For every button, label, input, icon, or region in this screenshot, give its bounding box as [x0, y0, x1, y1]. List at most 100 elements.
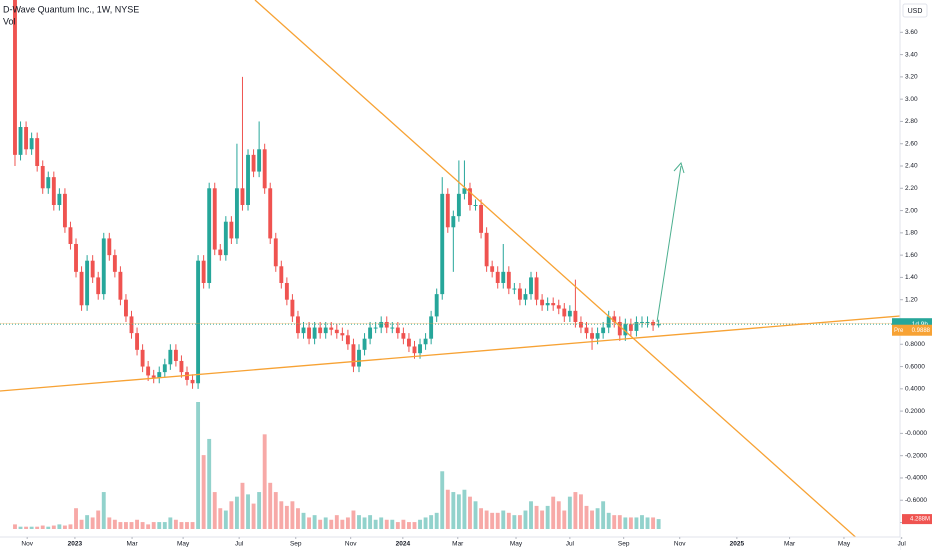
candle-body	[212, 188, 217, 250]
y-tick-label: 2.60	[905, 140, 918, 147]
candle-body	[495, 271, 500, 283]
candle-body	[517, 288, 522, 300]
candle-body	[234, 188, 239, 239]
volume-bar	[434, 512, 439, 529]
volume-bar	[29, 526, 34, 529]
candle-body	[251, 154, 256, 172]
candle-body	[523, 294, 528, 300]
candle-body	[129, 316, 134, 334]
x-tick-label: Mar	[784, 541, 796, 548]
volume-bar	[124, 522, 128, 529]
x-tick-label: Nov	[345, 541, 357, 548]
volume-bar	[74, 508, 78, 529]
candle-body	[373, 327, 378, 329]
candle-body	[85, 260, 90, 306]
candle-body	[79, 271, 84, 306]
candle-body	[390, 327, 395, 329]
volume-bar	[401, 519, 406, 529]
x-tick-label: Mar	[452, 541, 464, 548]
candle-body	[479, 204, 484, 233]
candle-body	[140, 349, 145, 367]
volume-bar	[85, 515, 90, 529]
candle-body	[301, 327, 306, 334]
resistance-trendline	[254, 0, 857, 537]
volume-bar	[135, 519, 139, 529]
volume-bar	[251, 503, 256, 529]
volume-bar	[345, 517, 350, 529]
candle-body	[362, 338, 367, 350]
candle-body	[268, 188, 273, 239]
candle-body	[240, 188, 245, 205]
candle-body	[579, 321, 583, 328]
volume-bar	[362, 517, 367, 529]
volume-bar	[323, 517, 328, 529]
candle-body	[351, 344, 356, 367]
candle-body	[173, 349, 178, 361]
volume-bar	[13, 524, 17, 529]
volume-bar	[617, 515, 622, 529]
volume-bar	[112, 519, 117, 529]
drawings	[0, 0, 900, 537]
candle-body	[357, 349, 361, 367]
pre-market-box	[892, 324, 932, 336]
volume-bar	[207, 438, 212, 529]
volume-bar	[456, 494, 461, 529]
x-tick-label: Nov	[21, 541, 33, 548]
volume-bar	[429, 515, 434, 529]
candle-body	[307, 327, 312, 339]
volume-bar	[40, 525, 45, 529]
volume-bar	[495, 512, 500, 529]
candle-body	[340, 333, 345, 336]
volume-bar	[529, 501, 533, 529]
volume-bar	[46, 526, 51, 529]
volume-label: Vol	[3, 16, 16, 26]
y-tick-label: -0.2000	[905, 452, 927, 459]
volume-bar	[68, 524, 73, 529]
candle-body	[529, 277, 533, 295]
candle-body	[406, 338, 411, 347]
x-tick-label: Nov	[674, 541, 686, 548]
candle-body	[168, 349, 173, 365]
candle-body	[540, 299, 545, 306]
volume-bar	[284, 505, 289, 529]
volume-bar	[595, 508, 600, 529]
volume-bar	[567, 496, 572, 529]
volume-bar	[517, 515, 522, 529]
support-trendline	[0, 315, 900, 392]
volume-bar	[190, 522, 195, 529]
candle-body	[551, 303, 556, 306]
y-tick-label: 1.60	[905, 252, 918, 259]
candle-body	[118, 271, 123, 300]
y-tick-label: 2.00	[905, 207, 918, 214]
volume-bar	[257, 492, 262, 529]
candle-body	[284, 282, 289, 300]
arrow-head	[673, 161, 685, 174]
y-tick-label: 3.20	[905, 74, 918, 81]
candle-body	[401, 333, 406, 339]
volume-bar	[129, 522, 134, 529]
candle-body	[617, 321, 622, 336]
candle-body	[395, 327, 400, 334]
volume-bar	[645, 517, 650, 529]
volume-bar	[612, 515, 617, 529]
candle-body	[334, 329, 339, 334]
candle-body	[312, 327, 317, 339]
volume-bar	[307, 517, 312, 529]
volume-bar	[634, 517, 639, 529]
volume-bar	[201, 455, 206, 529]
volume-bar	[395, 522, 400, 529]
volume-bar	[406, 522, 411, 529]
volume-bar	[423, 517, 428, 529]
volume-bar	[573, 492, 578, 529]
candle-body	[623, 324, 628, 336]
candle-body	[562, 308, 567, 317]
time-axis	[0, 537, 900, 550]
volume-bar	[107, 517, 112, 529]
volume-bar	[79, 519, 84, 529]
x-tick-label: May	[177, 541, 190, 548]
volume-bar	[90, 517, 95, 529]
volume-bar	[368, 515, 373, 529]
volume-bar	[273, 492, 278, 529]
volume-last-box	[902, 514, 932, 525]
